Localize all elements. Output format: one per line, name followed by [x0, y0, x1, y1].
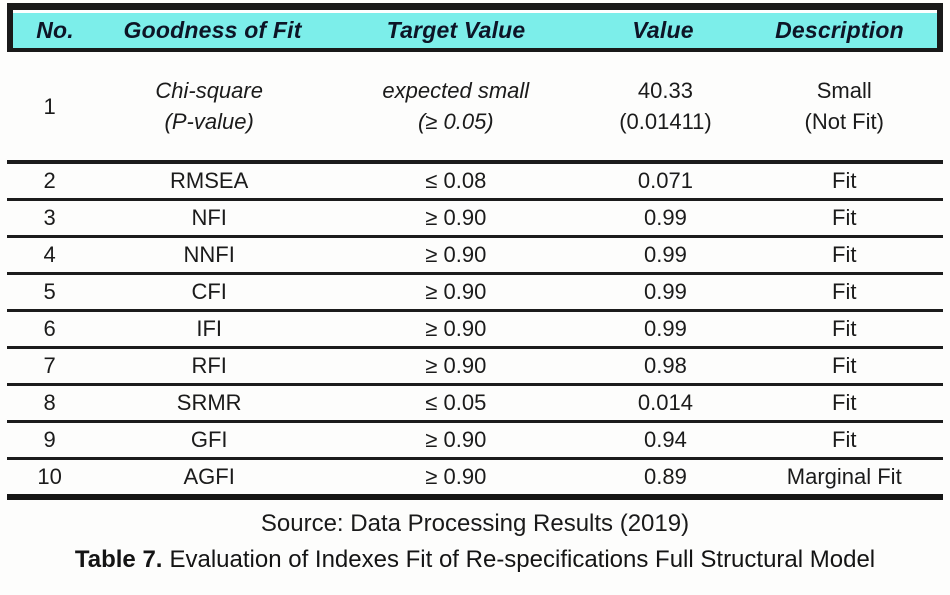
header-cell-no: No. [36, 17, 74, 43]
table-row: 3 NFI ≥ 0.90 0.99 Fit [7, 201, 943, 238]
header-cell-goodness: Goodness of Fit [123, 17, 302, 43]
cell-description: Small (Not Fit) [745, 75, 942, 137]
cell-goodness: Chi-square (P-value) [92, 75, 326, 137]
table-header: No. Goodness of Fit Target Value Value D… [7, 3, 943, 52]
cell-target: ≥ 0.90 [425, 279, 487, 304]
cell-value: 0.98 [644, 353, 687, 378]
cell-value: 0.071 [637, 168, 693, 193]
cell-no: 8 [43, 390, 56, 415]
table-row: 8 SRMR ≤ 0.05 0.014 Fit [7, 386, 943, 423]
table-rows: 2 RMSEA ≤ 0.08 0.071 Fit 3 NFI ≥ 0.90 0.… [7, 164, 943, 500]
cell-goodness-line2: (P-value) [164, 109, 254, 134]
cell-value: 0.99 [644, 279, 687, 304]
cell-goodness: AGFI [183, 464, 235, 489]
table-row: 7 RFI ≥ 0.90 0.98 Fit [7, 349, 943, 386]
cell-no: 6 [43, 316, 56, 341]
cell-target: ≥ 0.90 [425, 242, 487, 267]
table-row: 5 CFI ≥ 0.90 0.99 Fit [7, 275, 943, 312]
cell-no: 10 [37, 464, 62, 489]
cell-description: Fit [832, 427, 857, 452]
cell-no: 5 [43, 279, 56, 304]
table-row-chi-square: 1 Chi-square (P-value) expected small (≥… [7, 52, 943, 164]
cell-value: 0.99 [644, 316, 687, 341]
cell-goodness: GFI [190, 427, 228, 452]
cell-goodness: RMSEA [170, 168, 249, 193]
table-row: 6 IFI ≥ 0.90 0.99 Fit [7, 312, 943, 349]
table-row: 10 AGFI ≥ 0.90 0.89 Marginal Fit [7, 460, 943, 500]
cell-goodness-line1: Chi-square [155, 78, 263, 103]
table-caption-label: Table 7. [74, 546, 163, 573]
cell-target-line1: expected small [382, 78, 530, 103]
cell-value-line1: 40.33 [637, 78, 693, 103]
cell-no: 7 [43, 353, 56, 378]
cell-no: 9 [43, 427, 56, 452]
cell-target: ≤ 0.08 [425, 168, 487, 193]
cell-description: Fit [832, 242, 857, 267]
cell-target: ≤ 0.05 [425, 390, 487, 415]
cell-description: Fit [832, 353, 857, 378]
cell-no: 1 [43, 93, 56, 119]
cell-description: Fit [832, 316, 857, 341]
cell-description-line1: Small [816, 78, 872, 103]
cell-goodness: SRMR [176, 390, 242, 415]
cell-target: expected small (≥ 0.05) [326, 75, 585, 137]
table-caption-text: Evaluation of Indexes Fit of Re-specific… [169, 546, 876, 573]
cell-value: 0.94 [644, 427, 687, 452]
cell-description: Fit [832, 205, 857, 230]
table-caption: Table 7. Evaluation of Indexes Fit of Re-… [0, 546, 950, 574]
cell-value: 0.89 [644, 464, 687, 489]
cell-target: ≥ 0.90 [425, 205, 487, 230]
cell-value: 40.33 (0.01411) [585, 75, 745, 137]
header-cell-description: Description [775, 17, 904, 43]
cell-goodness: IFI [196, 316, 222, 341]
cell-value: 0.99 [644, 242, 687, 267]
cell-goodness: NNFI [183, 242, 235, 267]
table-row: 4 NNFI ≥ 0.90 0.99 Fit [7, 238, 943, 275]
cell-target: ≥ 0.90 [425, 427, 487, 452]
cell-target: ≥ 0.90 [425, 316, 487, 341]
cell-target: ≥ 0.90 [425, 353, 487, 378]
table-row: 2 RMSEA ≤ 0.08 0.071 Fit [7, 164, 943, 201]
table-row: 9 GFI ≥ 0.90 0.94 Fit [7, 423, 943, 460]
header-cell-target: Target Value [386, 17, 526, 43]
source-note: Source: Data Processing Results (2019) [260, 510, 690, 537]
cell-description: Fit [832, 168, 857, 193]
cell-target: ≥ 0.90 [425, 464, 487, 489]
table-body: 1 Chi-square (P-value) expected small (≥… [7, 52, 943, 500]
cell-value: 0.99 [644, 205, 687, 230]
cell-description-line2: (Not Fit) [804, 109, 884, 134]
cell-no: 3 [43, 205, 56, 230]
cell-no: 2 [43, 168, 56, 193]
cell-goodness: CFI [191, 279, 227, 304]
cell-value-line2: (0.01411) [619, 109, 712, 134]
fit-indices-table: No. Goodness of Fit Target Value Value D… [7, 3, 943, 500]
cell-value: 0.014 [637, 390, 693, 415]
cell-goodness: RFI [191, 353, 227, 378]
header-cell-value: Value [632, 17, 694, 43]
cell-goodness: NFI [191, 205, 227, 230]
cell-description: Fit [832, 390, 857, 415]
cell-target-line2: (≥ 0.05) [417, 109, 494, 134]
table-header-row: No. Goodness of Fit Target Value Value D… [13, 13, 937, 48]
cell-description: Fit [832, 279, 857, 304]
cell-no: 4 [43, 242, 56, 267]
cell-description: Marginal Fit [786, 464, 902, 489]
